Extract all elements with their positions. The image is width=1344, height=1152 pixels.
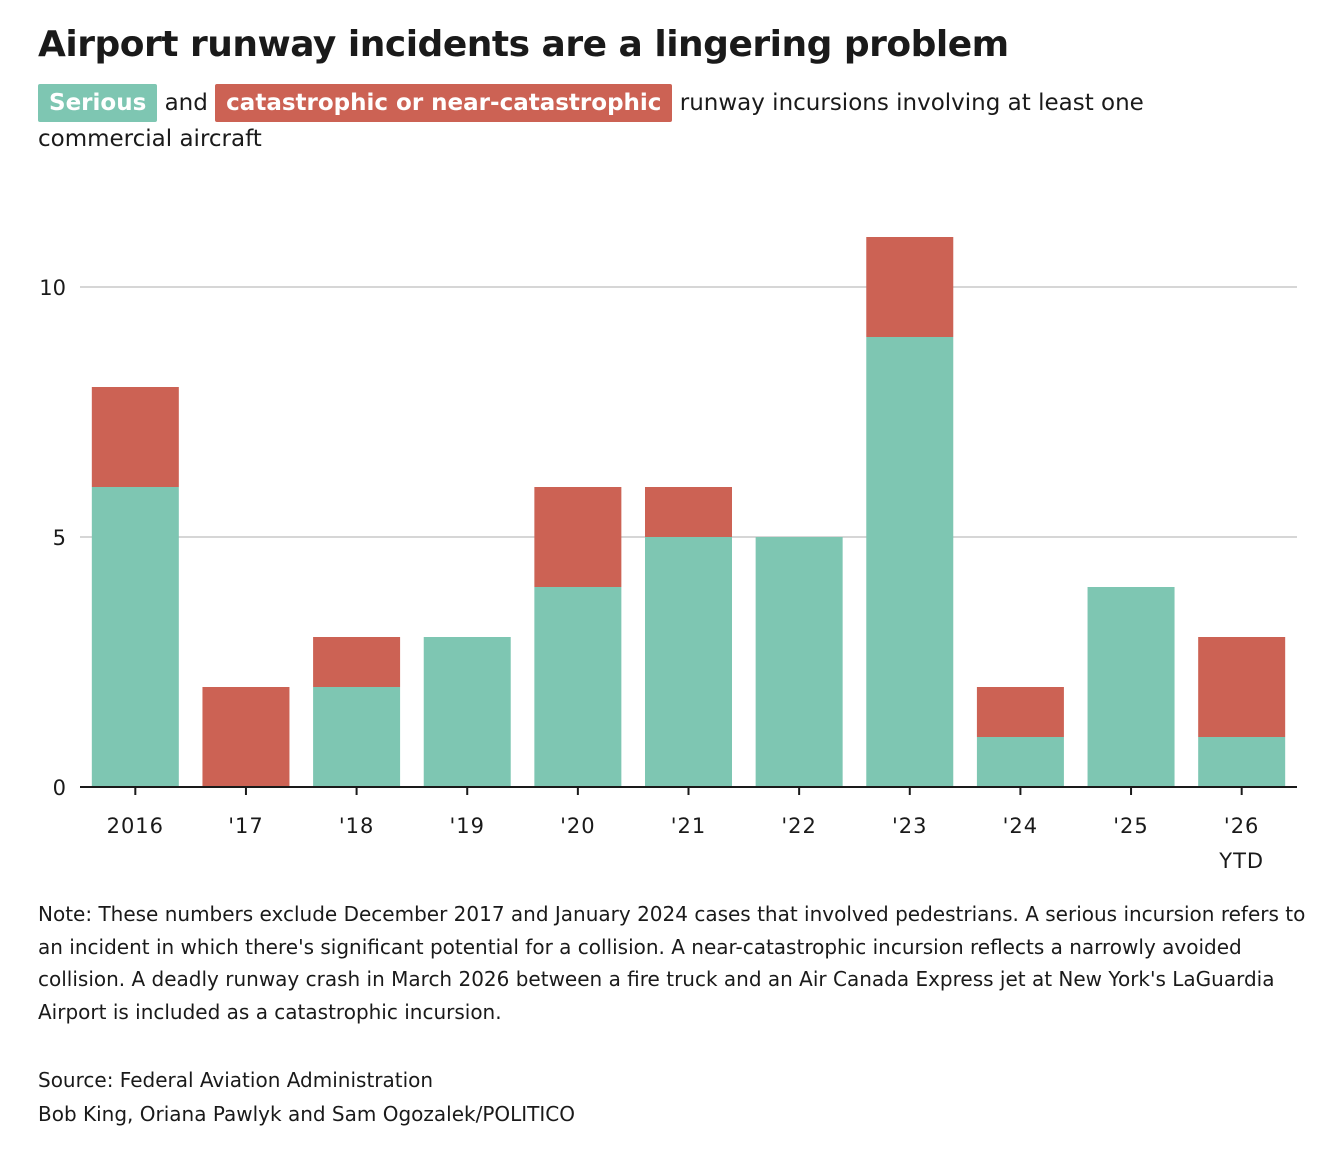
- bar-catastrophic-8: [976, 687, 1064, 737]
- x-tick-label: '24: [1003, 814, 1039, 838]
- bar-serious-5: [645, 537, 732, 787]
- stacked-bar-chart: 0 5 10 2016 '17 '18 '19 '20 '21 '22 '23 '24 '25 '26 Y…: [39, 237, 1297, 873]
- bar-catastrophic-0: [91, 387, 179, 487]
- bar-serious-8: [976, 737, 1064, 787]
- x-tick-label: '17: [228, 814, 264, 838]
- y-axis-ticks: 0 5 10: [39, 276, 66, 800]
- bar-serious-3: [423, 637, 511, 787]
- bar-serious-7: [866, 337, 954, 787]
- bar-serious-9: [1087, 587, 1175, 787]
- bar-catastrophic-2: [313, 637, 401, 687]
- bars: [91, 237, 1286, 787]
- bar-catastrophic-4: [534, 487, 622, 587]
- bar-catastrophic-5: [645, 487, 732, 537]
- bar-serious-2: [313, 687, 401, 787]
- x-axis: 2016 '17 '18 '19 '20 '21 '22 '23 '24 '25 '26 YTD: [80, 786, 1297, 873]
- bar-serious-4: [534, 587, 622, 787]
- x-tick-label: '26: [1224, 814, 1260, 838]
- subtitle-rest: runway incursions involving at least one…: [38, 90, 1144, 152]
- subtitle-and: and: [164, 90, 208, 116]
- x-tick-label: '22: [781, 814, 817, 838]
- x-tick-label: '21: [671, 814, 707, 838]
- x-tick-label: '18: [339, 814, 375, 838]
- chart-source: Source: Federal Aviation Administration: [38, 1068, 434, 1092]
- chart-note: Note: These numbers exclude December 201…: [38, 902, 1306, 1024]
- y-tick-label: 5: [53, 526, 66, 550]
- bar-serious-6: [755, 537, 843, 787]
- x-tick-label: '23: [892, 814, 928, 838]
- x-tick-label: '20: [560, 814, 596, 838]
- bar-serious-10: [1198, 737, 1286, 787]
- bar-catastrophic-1: [202, 687, 290, 787]
- chart-subtitle: Serious and catastrophic or near-catastr…: [38, 84, 1278, 156]
- legend-serious: Serious: [38, 84, 158, 122]
- y-tick-label: 10: [39, 276, 66, 300]
- x-tick-sublabel: YTD: [1218, 849, 1264, 873]
- x-tick-label: '19: [449, 814, 485, 838]
- x-tick-label: 2016: [107, 814, 164, 838]
- chart-credit: Bob King, Oriana Pawlyk and Sam Ogozalek…: [38, 1102, 575, 1126]
- bar-catastrophic-10: [1198, 637, 1286, 737]
- y-tick-label: 0: [53, 776, 66, 800]
- bar-serious-0: [91, 487, 179, 787]
- chart-title: Airport runway incidents are a lingering…: [38, 24, 1009, 65]
- bar-catastrophic-7: [866, 237, 954, 337]
- legend-catastrophic: catastrophic or near-catastrophic: [215, 84, 673, 122]
- x-tick-label: '25: [1113, 814, 1149, 838]
